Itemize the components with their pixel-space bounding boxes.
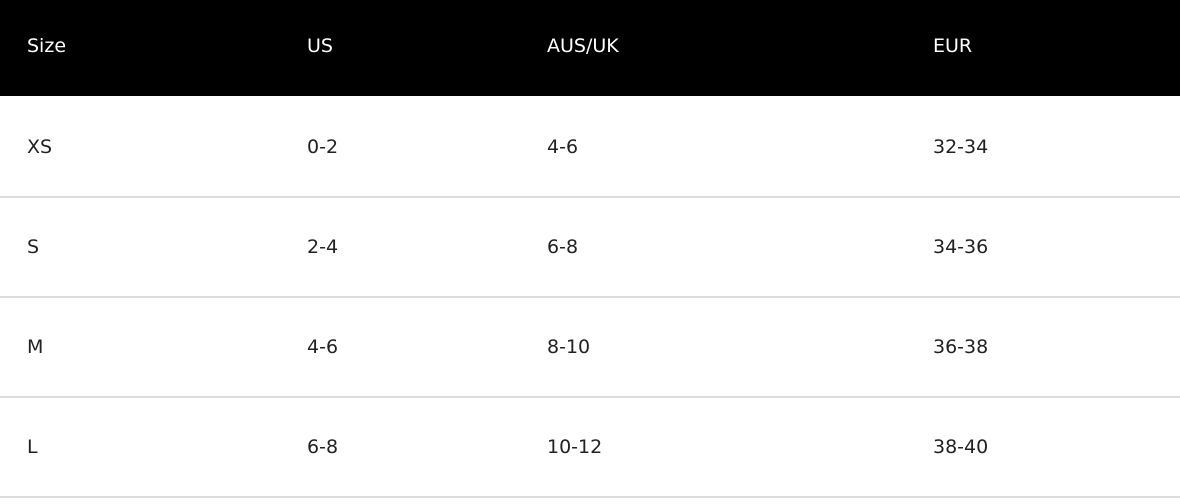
cell-size: S (27, 236, 40, 258)
cell-eur: 32-34 (933, 136, 989, 158)
cell-us: 0-2 (307, 136, 339, 158)
table-row: S 2-4 6-8 34-36 (0, 198, 1180, 298)
header-us: US (307, 35, 333, 57)
table-header-row: Size US AUS/UK EUR (0, 0, 1180, 96)
header-aus-uk: AUS/UK (547, 35, 619, 57)
header-size: Size (27, 35, 67, 57)
cell-us: 6-8 (307, 436, 339, 458)
cell-us: 4-6 (307, 336, 339, 358)
cell-size: L (27, 436, 38, 458)
cell-aus-uk: 6-8 (547, 236, 579, 258)
cell-us: 2-4 (307, 236, 339, 258)
cell-eur: 38-40 (933, 436, 989, 458)
header-eur: EUR (933, 35, 973, 57)
table-row: M 4-6 8-10 36-38 (0, 298, 1180, 398)
header-gap (0, 96, 1180, 98)
cell-eur: 34-36 (933, 236, 989, 258)
cell-size: XS (27, 136, 53, 158)
table-row: L 6-8 10-12 38-40 (0, 398, 1180, 498)
cell-size: M (27, 336, 44, 358)
cell-aus-uk: 4-6 (547, 136, 579, 158)
cell-aus-uk: 10-12 (547, 436, 603, 458)
table-row: XS 0-2 4-6 32-34 (0, 98, 1180, 198)
cell-eur: 36-38 (933, 336, 989, 358)
cell-aus-uk: 8-10 (547, 336, 591, 358)
